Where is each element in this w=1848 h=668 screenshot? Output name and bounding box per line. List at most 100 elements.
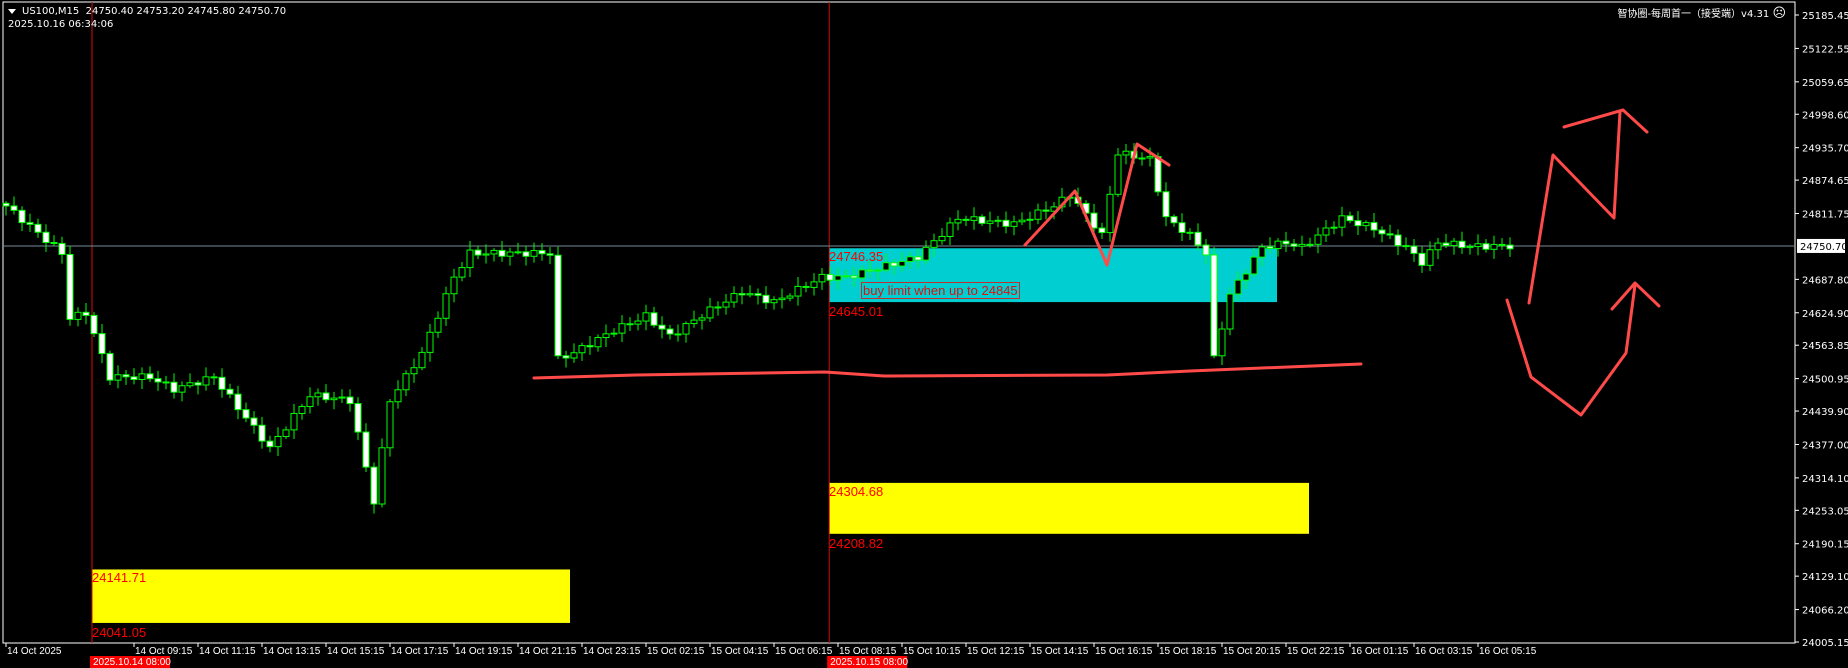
candle bbox=[154, 370, 162, 391]
bearish-candle-body bbox=[242, 409, 250, 419]
bearish-candle-body bbox=[1162, 191, 1170, 218]
candle bbox=[810, 273, 818, 296]
price-axis[interactable]: 25185.45 25122.55 25059.65 24998.60 24935.70… bbox=[1795, 11, 1848, 649]
candle bbox=[1170, 214, 1178, 227]
bullish-candle-body bbox=[1434, 242, 1442, 251]
price-tick-label: 24563.85 bbox=[1802, 341, 1848, 352]
bullish-candle-body bbox=[746, 293, 754, 296]
bearish-candle-body bbox=[1154, 156, 1162, 193]
price-tick-label: 24500.95 bbox=[1802, 375, 1848, 386]
bullish-candle-body bbox=[178, 385, 186, 393]
time-tick-label: 14 Oct 17:15 bbox=[391, 646, 449, 657]
bullish-candle-body bbox=[994, 219, 1002, 222]
bearish-candle-body bbox=[1354, 220, 1362, 227]
candle bbox=[1314, 227, 1322, 254]
bullish-candle-body bbox=[426, 331, 434, 353]
indicator-label: 智协圈-每周首一（接受端）v4.31 ☹ bbox=[1617, 5, 1786, 21]
bullish-candle-body bbox=[378, 447, 386, 505]
candle bbox=[994, 215, 1002, 228]
candle bbox=[842, 269, 850, 280]
price-tick-label: 24377.00 bbox=[1802, 440, 1848, 451]
bearish-candle-body bbox=[842, 275, 850, 278]
dropdown-triangle-icon[interactable] bbox=[8, 8, 16, 14]
bullish-candle-body bbox=[1314, 234, 1322, 245]
candle bbox=[26, 213, 34, 232]
candle bbox=[138, 367, 146, 390]
bullish-candle-body bbox=[786, 295, 794, 299]
bearish-candle-body bbox=[362, 431, 370, 468]
price-tick-label: 24687.80 bbox=[1802, 275, 1848, 286]
candle bbox=[402, 370, 410, 397]
bearish-candle-body bbox=[226, 388, 234, 395]
time-tick-label: 15 Oct 16:15 bbox=[1095, 646, 1153, 657]
bullish-candle-body bbox=[874, 269, 882, 272]
bullish-candle-body bbox=[1226, 293, 1234, 330]
bullish-candle-body bbox=[1106, 193, 1114, 234]
candle bbox=[634, 313, 642, 331]
candle bbox=[1450, 237, 1458, 255]
time-tick-label: 14 Oct 21:15 bbox=[519, 646, 577, 657]
candle bbox=[1458, 231, 1466, 254]
candle bbox=[1474, 234, 1482, 256]
candle bbox=[1370, 213, 1378, 238]
candle bbox=[1186, 228, 1194, 240]
bullish-candle-body bbox=[282, 429, 290, 437]
bearish-candle-body bbox=[1178, 222, 1186, 233]
bullish-candle-body bbox=[418, 351, 426, 369]
candle bbox=[202, 367, 210, 391]
time-axis[interactable]: 14 Oct 2025 14 Oct 09:15 14 Oct 11:15 14 Oc… bbox=[5, 643, 1537, 668]
bearish-candle-body bbox=[562, 355, 570, 359]
time-tick-label: 16 Oct 01:15 bbox=[1351, 646, 1409, 657]
candle bbox=[586, 336, 594, 355]
candle bbox=[418, 347, 426, 371]
bearish-candle-body bbox=[1386, 233, 1394, 236]
bearish-candle-body bbox=[1458, 240, 1466, 249]
bullish-candle-body bbox=[570, 352, 578, 359]
bearish-candle-body bbox=[1402, 245, 1410, 248]
candle bbox=[322, 384, 330, 404]
price-tick-label: 25059.65 bbox=[1802, 78, 1848, 89]
candle bbox=[370, 462, 378, 514]
bearish-candle-body bbox=[1194, 231, 1202, 246]
candle bbox=[938, 228, 946, 245]
candle bbox=[10, 196, 18, 215]
candle bbox=[346, 389, 354, 412]
price-tick-label: 24439.90 bbox=[1802, 407, 1848, 418]
bullish-candle-body bbox=[386, 401, 394, 449]
candle bbox=[1018, 212, 1026, 226]
candle bbox=[258, 416, 266, 449]
server-time: 2025.10.16 06:34:06 bbox=[8, 19, 114, 30]
candle bbox=[2, 201, 10, 216]
bullish-candle-body bbox=[394, 389, 402, 403]
bullish-candle-body bbox=[1234, 279, 1242, 295]
bullish-candle-body bbox=[1146, 156, 1154, 159]
v-arrowhead-drawing bbox=[1610, 281, 1661, 311]
cyan-zone-bottom-label: 24645.01 bbox=[829, 304, 884, 320]
up-arrowhead-drawing bbox=[1562, 108, 1649, 134]
candle bbox=[1378, 226, 1386, 243]
candle bbox=[890, 259, 898, 276]
time-tick-label: 15 Oct 12:15 bbox=[967, 646, 1025, 657]
bullish-candle-body bbox=[1362, 222, 1370, 227]
bullish-candle-body bbox=[834, 275, 842, 281]
candle bbox=[1386, 224, 1394, 240]
time-tick-label: 15 Oct 10:15 bbox=[903, 646, 961, 657]
candle bbox=[298, 403, 306, 420]
bearish-candle-body bbox=[1202, 244, 1210, 256]
bearish-candle-body bbox=[370, 466, 378, 505]
bearish-candle-body bbox=[354, 403, 362, 433]
candle bbox=[570, 343, 578, 363]
bullish-candle-body bbox=[1026, 218, 1034, 221]
bearish-candle-body bbox=[162, 381, 170, 384]
price-tick-label: 24066.20 bbox=[1802, 606, 1848, 617]
buy-limit-note[interactable]: buy limit when up to 24845 bbox=[861, 282, 1020, 299]
bullish-candle-body bbox=[1298, 243, 1306, 247]
candle bbox=[778, 288, 786, 309]
time-tick-label: 14 Oct 09:15 bbox=[135, 646, 193, 657]
candle bbox=[610, 328, 618, 338]
candle bbox=[1346, 211, 1354, 224]
bearish-candle-body bbox=[890, 262, 898, 267]
bullish-candle-body bbox=[402, 373, 410, 391]
bearish-candle-body bbox=[210, 376, 218, 379]
